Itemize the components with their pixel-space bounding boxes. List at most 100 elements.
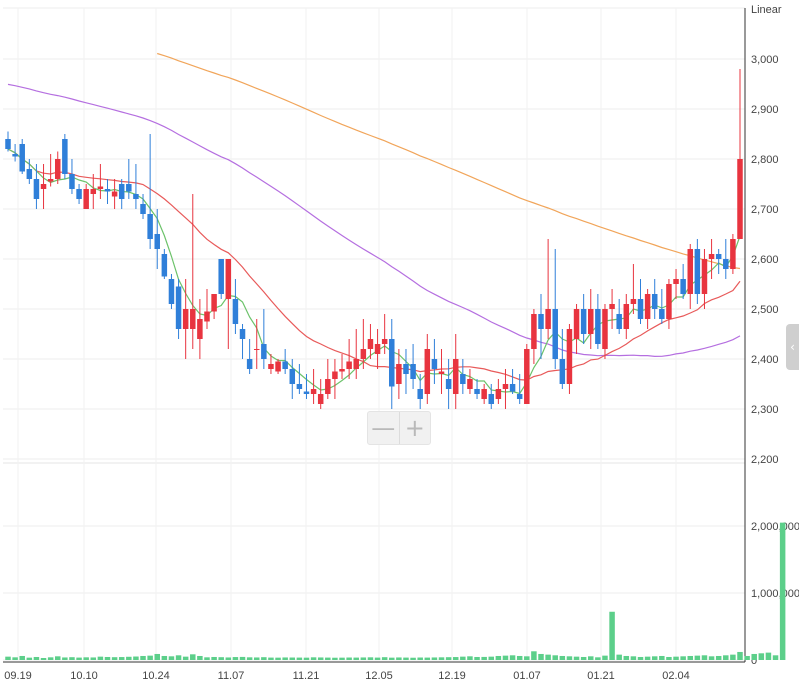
volume-bar: [609, 611, 615, 660]
volume-bar: [701, 655, 708, 660]
candle-body: [374, 344, 381, 354]
candle-body: [19, 144, 25, 172]
candle-body: [218, 259, 224, 294]
volume-bar: [239, 656, 246, 660]
volume-bar: [666, 656, 672, 660]
candle-body: [516, 394, 523, 399]
candle-body: [595, 309, 601, 344]
volume-bar: [588, 656, 594, 660]
candle-body: [303, 391, 310, 394]
candle-body: [211, 294, 217, 312]
candle-body: [317, 394, 324, 404]
volume-bar: [225, 657, 232, 660]
volume-bar: [779, 522, 786, 660]
volume-bar: [190, 654, 196, 660]
zoom-in-button[interactable]: +: [404, 414, 425, 442]
volume-bar: [332, 657, 338, 660]
candle-body: [54, 159, 61, 179]
volume-bar: [296, 657, 303, 660]
volume-bar: [595, 657, 601, 660]
candle-body: [232, 299, 239, 324]
volume-bar: [680, 656, 686, 660]
candle-body: [367, 339, 374, 349]
volume-bar: [730, 654, 736, 660]
volume-bar: [481, 656, 487, 660]
ma20-line: [7, 148, 741, 381]
volume-bar: [659, 655, 665, 660]
candle-body: [161, 254, 168, 277]
candle-body: [495, 389, 502, 399]
volume-bar: [118, 657, 125, 660]
candle-body: [190, 309, 196, 329]
volume-bar: [140, 655, 146, 660]
volume-bar: [161, 655, 168, 660]
candle-body: [97, 186, 104, 189]
candle-body: [133, 194, 139, 199]
candle-body: [339, 369, 345, 372]
scale-type-label: Linear: [751, 4, 782, 16]
candle-body: [118, 184, 125, 199]
candle-body: [69, 174, 75, 189]
candle-body: [76, 189, 82, 199]
candle-body: [33, 179, 40, 199]
volume-bar: [424, 657, 431, 660]
volume-bar: [644, 656, 651, 660]
volume-bar: [723, 655, 729, 660]
volume-bar: [83, 657, 89, 660]
volume-bar: [90, 657, 97, 660]
candle-body: [111, 191, 118, 197]
volume-bar: [19, 655, 25, 660]
candle-body: [353, 359, 359, 369]
zoom-out-button[interactable]: —: [368, 412, 400, 444]
volume-tick-label: 1,000,000: [751, 588, 799, 600]
volume-bar: [765, 652, 772, 660]
volume-bar: [211, 656, 217, 660]
volume-bar: [310, 657, 317, 660]
volume-bar: [133, 656, 139, 660]
price-tick-label: 2,300: [751, 404, 779, 416]
volume-bar: [360, 657, 367, 660]
volume-bar: [467, 656, 473, 660]
volume-bar: [438, 657, 445, 660]
volume-bar: [694, 655, 701, 660]
volume-bar: [552, 655, 558, 660]
volume-bar: [673, 656, 679, 660]
candle-body: [723, 259, 729, 269]
time-tick-label: 09.19: [4, 670, 32, 682]
volume-bar: [381, 657, 388, 660]
candle-body: [531, 314, 537, 349]
volume-bar: [97, 656, 104, 660]
time-tick-label: 01.07: [513, 670, 541, 682]
volume-bar: [488, 656, 495, 660]
candle-body: [168, 279, 175, 304]
candle-body: [651, 294, 658, 309]
panel-toggle-chevron-left-icon[interactable]: ‹: [786, 324, 799, 370]
candle-body: [616, 314, 622, 329]
candle-body: [261, 344, 267, 359]
volume-bar: [367, 657, 374, 660]
candle-body: [410, 364, 416, 379]
candle-body: [239, 329, 246, 339]
candle-body: [246, 359, 253, 369]
volume-bar: [353, 657, 359, 660]
candle-body: [481, 389, 487, 399]
time-tick-label: 10.10: [70, 670, 98, 682]
volume-bar: [715, 655, 722, 660]
candle-body: [47, 179, 54, 182]
candle-body: [659, 309, 665, 319]
volume-bar: [76, 657, 82, 660]
volume-bar: [509, 655, 516, 660]
volume-bar: [751, 653, 757, 660]
candle-body: [488, 394, 495, 404]
candle-body: [460, 374, 466, 384]
candle-body: [673, 279, 679, 284]
time-tick-label: 10.24: [142, 670, 170, 682]
volume-bar: [531, 651, 537, 660]
volume-bar: [346, 657, 352, 660]
ma60-line: [7, 83, 741, 358]
candle-body: [360, 349, 367, 359]
candle-body: [140, 204, 146, 214]
volume-bar: [374, 657, 381, 660]
volume-bar: [445, 657, 452, 660]
